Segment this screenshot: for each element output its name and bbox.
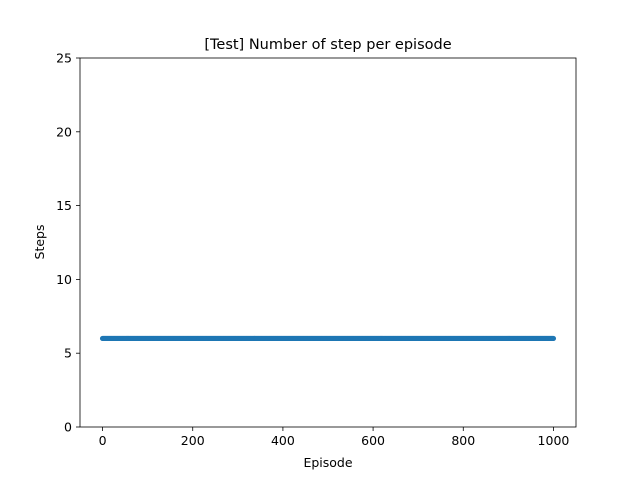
x-tick-label: 400 [271,433,295,448]
x-tick-label: 200 [181,433,205,448]
x-tick-label: 1000 [538,433,570,448]
x-tick-label: 0 [99,433,107,448]
y-tick-label: 5 [64,346,72,361]
axes-frame [79,57,577,428]
y-tick-label: 15 [56,198,72,213]
y-tick-label: 10 [56,272,72,287]
chart-title: [Test] Number of step per episode [204,37,451,53]
y-axis-ticks: 0 5 10 15 20 25 [56,51,80,435]
plot-area [79,57,577,428]
y-tick-label: 20 [56,124,72,139]
data-point [550,335,557,342]
y-tick-label: 0 [64,420,72,435]
data-points [99,335,557,342]
axes-background [80,58,576,427]
x-axis-ticks: 0 200 400 600 800 1000 [99,427,570,448]
y-tick-label: 25 [56,51,72,66]
x-tick-label: 600 [361,433,385,448]
x-axis-label: Episode [303,455,352,470]
x-tick-label: 800 [451,433,475,448]
y-axis-label: Steps [32,225,47,260]
